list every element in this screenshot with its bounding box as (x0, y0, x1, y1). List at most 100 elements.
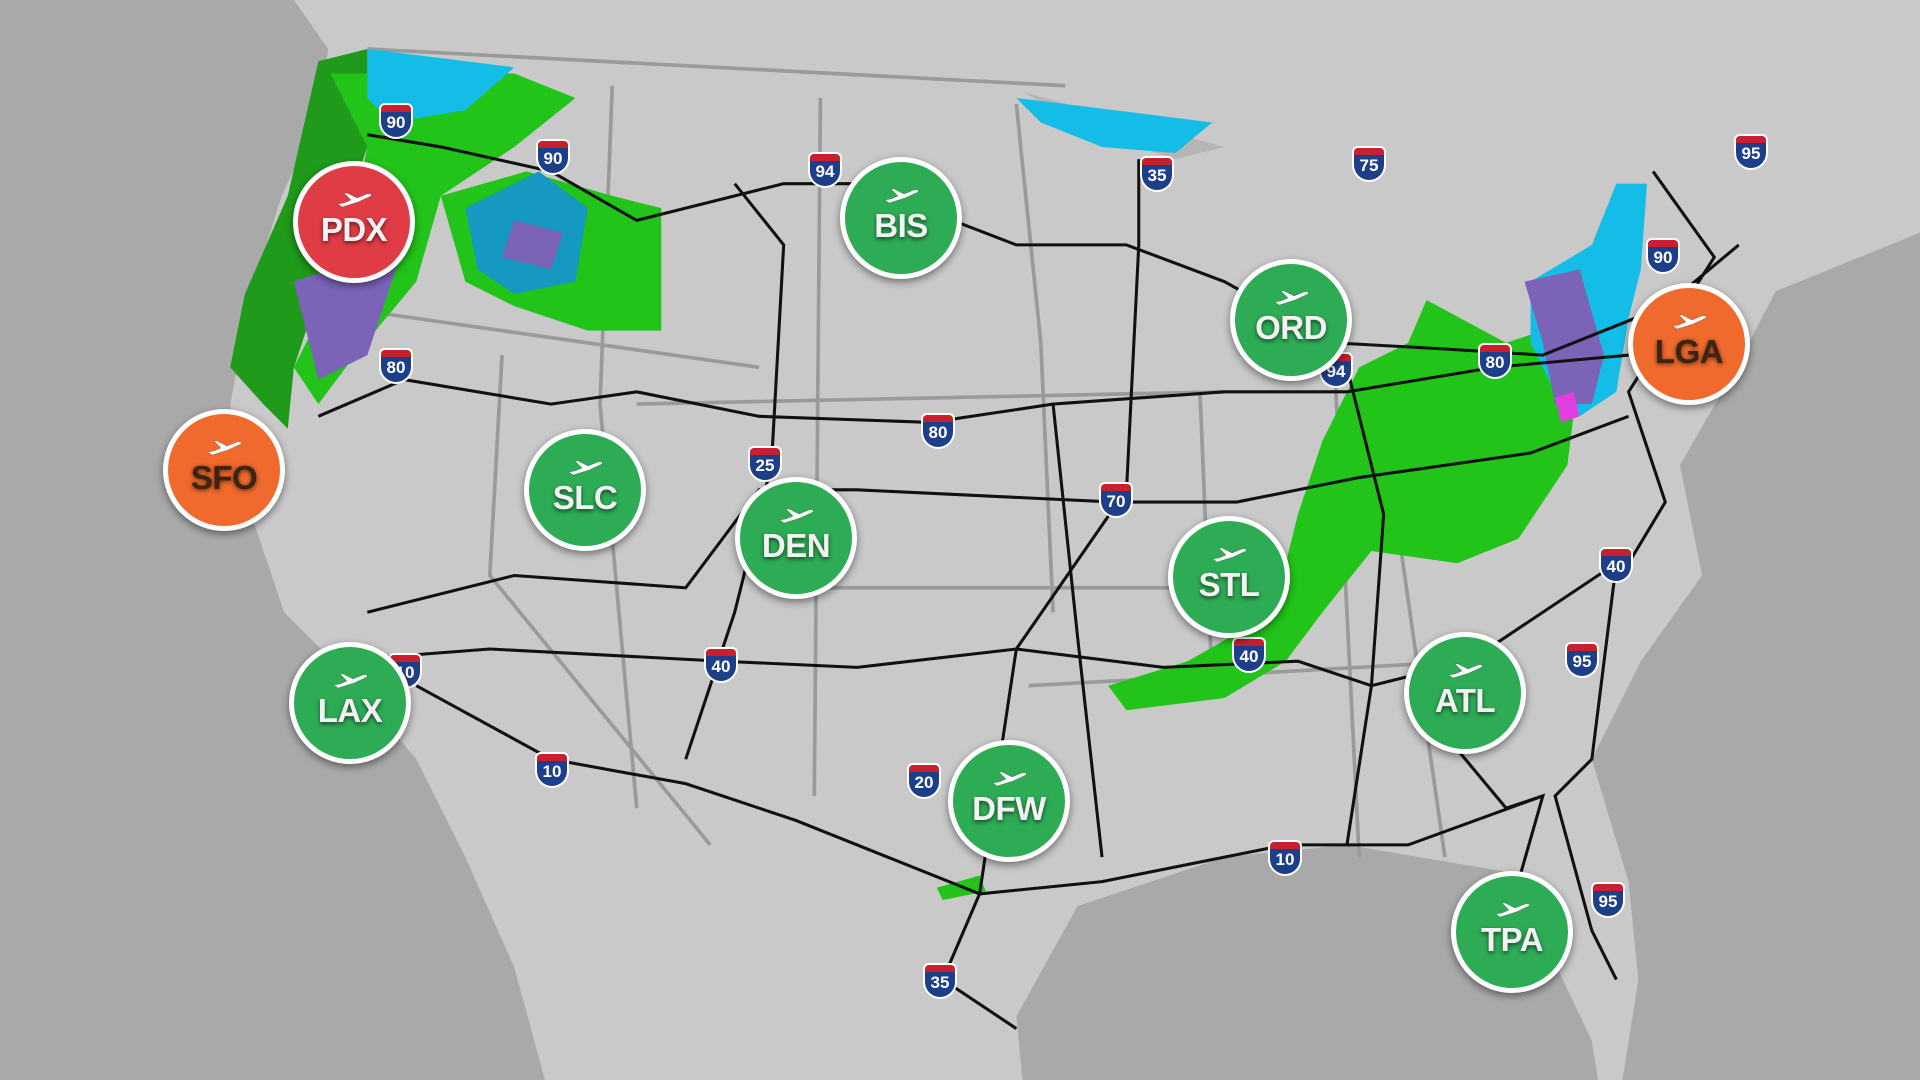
interstate-shield-icon: 95 (1734, 134, 1768, 170)
shield-band (1565, 642, 1599, 651)
interstate-number: 95 (1734, 143, 1768, 170)
shield-band (1599, 547, 1633, 556)
shield-band (921, 413, 955, 422)
airport-marker-lga[interactable]: LGA (1628, 283, 1750, 405)
airport-code: SLC (552, 479, 618, 516)
interstate-roads (317, 133, 1740, 1030)
shield-band (748, 446, 782, 455)
interstate-shield-icon: 35 (1140, 156, 1174, 192)
interstate-number: 40 (704, 656, 738, 683)
interstate-number: 25 (748, 455, 782, 482)
airport-marker-ord[interactable]: ORD (1230, 259, 1352, 381)
airport-marker-dfw[interactable]: DFW (948, 740, 1070, 862)
shield-band (704, 647, 738, 656)
shield-band (1099, 482, 1133, 491)
airplane-icon (568, 460, 603, 476)
interstate-number: 90 (1646, 247, 1680, 274)
airport-code: TPA (1480, 921, 1544, 958)
interstate-number: 10 (535, 761, 569, 788)
interstate-shield-icon: 10 (535, 752, 569, 788)
airplane-icon (333, 673, 368, 689)
interstate-shield-icon: 94 (808, 152, 842, 188)
airport-code: ORD (1255, 309, 1327, 346)
airport-marker-sfo[interactable]: SFO (163, 409, 285, 531)
interstate-number: 40 (1599, 556, 1633, 583)
shield-band (1268, 840, 1302, 849)
interstate-number: 75 (1352, 155, 1386, 182)
interstate-shield-icon: 90 (536, 139, 570, 175)
airplane-icon (1212, 547, 1247, 563)
airplane-icon (1274, 290, 1309, 306)
airport-code: BIS (874, 207, 928, 244)
airport-marker-atl[interactable]: ATL (1404, 632, 1526, 754)
airport-marker-den[interactable]: DEN (735, 477, 857, 599)
shield-band (923, 963, 957, 972)
interstate-number: 94 (808, 161, 842, 188)
airport-code: DEN (761, 527, 831, 564)
interstate-shield-icon: 80 (1478, 343, 1512, 379)
interstate-shield-icon: 40 (1599, 547, 1633, 583)
interstate-shield-icon: 95 (1565, 642, 1599, 678)
airplane-icon (207, 440, 242, 456)
airport-marker-slc[interactable]: SLC (524, 429, 646, 551)
interstate-number: 70 (1099, 491, 1133, 518)
shield-band (379, 348, 413, 357)
shield-band (1478, 343, 1512, 352)
interstate-shield-icon: 25 (748, 446, 782, 482)
airport-marker-tpa[interactable]: TPA (1451, 871, 1573, 993)
shield-band (535, 752, 569, 761)
interstate-shield-icon: 20 (907, 763, 941, 799)
interstate-number: 90 (379, 112, 413, 139)
interstate-number: 80 (379, 357, 413, 384)
airport-marker-pdx[interactable]: PDX (293, 161, 415, 283)
interstate-number: 20 (907, 772, 941, 799)
airport-code: STL (1198, 566, 1260, 603)
shield-band (1140, 156, 1174, 165)
shield-band (1232, 637, 1266, 646)
interstate-number: 40 (1232, 646, 1266, 673)
airport-code: ATL (1434, 682, 1496, 719)
airplane-icon (1672, 314, 1707, 330)
interstate-shield-icon: 40 (704, 647, 738, 683)
interstate-shield-icon: 40 (1232, 637, 1266, 673)
airplane-icon (992, 771, 1027, 787)
interstate-number: 35 (1140, 165, 1174, 192)
airplane-icon (779, 508, 814, 524)
interstate-number: 10 (1268, 849, 1302, 876)
interstate-number: 95 (1591, 891, 1625, 918)
shield-band (808, 152, 842, 161)
interstate-shield-icon: 90 (1646, 238, 1680, 274)
interstate-shield-icon: 70 (1099, 482, 1133, 518)
airport-code: PDX (320, 211, 388, 248)
airport-code: SFO (190, 459, 258, 496)
interstate-shield-icon: 90 (379, 103, 413, 139)
airplane-icon (884, 188, 919, 204)
airport-code: DFW (972, 790, 1046, 827)
interstate-number: 94 (1319, 361, 1353, 388)
interstate-number: 80 (921, 422, 955, 449)
airport-marker-stl[interactable]: STL (1168, 516, 1290, 638)
airport-marker-bis[interactable]: BIS (840, 157, 962, 279)
shield-band (907, 763, 941, 772)
shield-band (1591, 882, 1625, 891)
airplane-icon (337, 192, 372, 208)
interstate-number: 95 (1565, 651, 1599, 678)
interstate-shield-icon: 10 (1268, 840, 1302, 876)
shield-band (1352, 146, 1386, 155)
interstate-shield-icon: 80 (379, 348, 413, 384)
shield-band (536, 139, 570, 148)
interstate-shield-icon: 75 (1352, 146, 1386, 182)
airplane-icon (1448, 663, 1483, 679)
airport-marker-lax[interactable]: LAX (289, 642, 411, 764)
airport-code: LAX (317, 692, 383, 729)
interstate-number: 35 (923, 972, 957, 999)
airplane-icon (1495, 902, 1530, 918)
interstate-shield-icon: 80 (921, 413, 955, 449)
interstate-number: 90 (536, 148, 570, 175)
shield-band (379, 103, 413, 112)
shield-band (1646, 238, 1680, 247)
interstate-shield-icon: 95 (1591, 882, 1625, 918)
shield-band (1734, 134, 1768, 143)
